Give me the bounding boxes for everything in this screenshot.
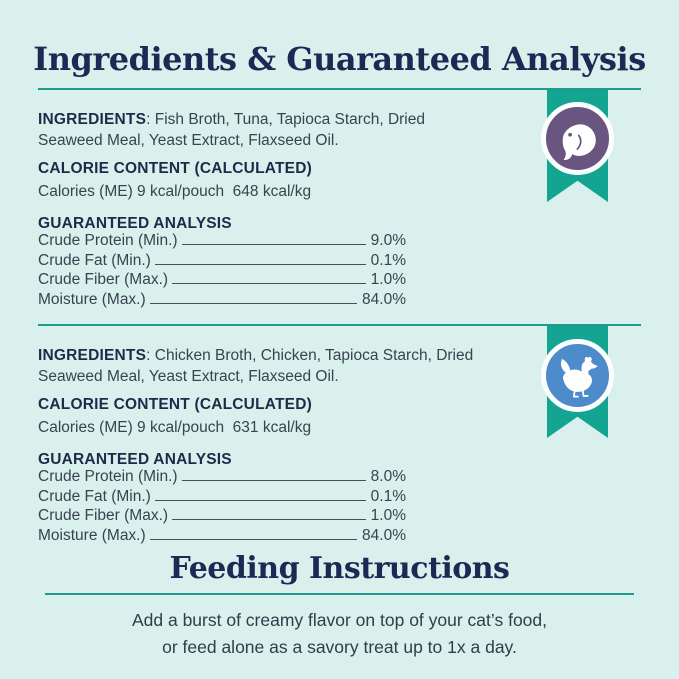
feeding-instructions-text: Add a burst of creamy flavor on top of y…	[0, 607, 679, 661]
calorie-content-heading: CALORIE CONTENT (CALCULATED)	[38, 160, 312, 177]
analysis-row-value: 1.0%	[370, 507, 406, 524]
analysis-row-value: 0.1%	[370, 251, 406, 269]
ingredients-label: INGREDIENTS	[38, 347, 147, 364]
analysis-row-label: Crude Fiber (Max.)	[38, 271, 169, 288]
analysis-row-value: 1.0%	[370, 271, 406, 288]
divider-bottom	[45, 593, 634, 595]
analysis-row: Moisture (Max.) 84.0%	[38, 527, 406, 547]
analysis-row: Crude Fat (Min.) 0.1%	[38, 488, 406, 508]
leader-line	[172, 283, 366, 284]
section-fish-recipe: INGREDIENTS: Fish Broth, Tuna, Tapioca S…	[38, 109, 490, 310]
feeding-line-2: or feed alone as a savory treat up to 1x…	[162, 637, 517, 657]
calorie-content-heading: CALORIE CONTENT (CALCULATED)	[38, 396, 312, 413]
hen-icon	[560, 356, 598, 398]
ingredients-label: INGREDIENTS	[38, 111, 147, 128]
analysis-row-label: Crude Protein (Min.)	[38, 232, 178, 249]
chicken-badge	[541, 339, 614, 412]
ingredients-paragraph: INGREDIENTS: Chicken Broth, Chicken, Tap…	[38, 345, 490, 387]
calorie-content-value: Calories (ME) 9 kcal/pouch 631 kcal/kg	[38, 419, 312, 436]
leader-line	[181, 480, 366, 481]
divider-top	[38, 88, 641, 90]
analysis-row: Crude Fiber (Max.) 1.0%	[38, 271, 406, 291]
ingredients-list: : Fish Broth, Tuna, Tapioca Starch, Drie…	[38, 111, 425, 149]
analysis-row-label: Crude Protein (Min.)	[38, 468, 178, 485]
analysis-row-label: Moisture (Max.)	[38, 290, 146, 308]
fish-badge	[541, 102, 614, 175]
analysis-row-value: 84.0%	[362, 526, 406, 544]
analysis-row: Crude Fat (Min.) 0.1%	[38, 252, 406, 272]
guaranteed-analysis-heading: GUARANTEED ANALYSIS	[38, 215, 232, 232]
analysis-row-value: 9.0%	[370, 232, 406, 249]
analysis-row: Moisture (Max.) 84.0%	[38, 291, 406, 311]
leader-line	[154, 499, 366, 501]
divider-middle	[38, 324, 641, 326]
analysis-row-label: Crude Fat (Min.)	[38, 487, 151, 505]
leader-line	[172, 519, 366, 520]
guaranteed-analysis-table: Crude Protein (Min.) 8.0% Crude Fat (Min…	[38, 468, 406, 546]
analysis-row: Crude Protein (Min.) 9.0%	[38, 232, 406, 252]
analysis-row: Crude Fiber (Max.) 1.0%	[38, 507, 406, 527]
analysis-row-value: 8.0%	[370, 468, 406, 485]
guaranteed-analysis-table: Crude Protein (Min.) 9.0% Crude Fat (Min…	[38, 232, 406, 310]
ingredients-paragraph: INGREDIENTS: Fish Broth, Tuna, Tapioca S…	[38, 109, 490, 151]
analysis-row-value: 0.1%	[370, 487, 406, 505]
analysis-row: Crude Protein (Min.) 8.0%	[38, 468, 406, 488]
feeding-instructions-title: Feeding Instructions	[169, 551, 510, 586]
analysis-row-label: Crude Fiber (Max.)	[38, 507, 169, 524]
leader-line	[149, 538, 358, 540]
leader-line	[181, 244, 366, 245]
analysis-row-value: 84.0%	[362, 290, 406, 308]
calorie-content-value: Calories (ME) 9 kcal/pouch 648 kcal/kg	[38, 183, 312, 200]
analysis-row-label: Crude Fat (Min.)	[38, 251, 151, 269]
guaranteed-analysis-heading: GUARANTEED ANALYSIS	[38, 451, 232, 468]
page-title: Ingredients & Guaranteed Analysis	[33, 40, 646, 78]
analysis-row-label: Moisture (Max.)	[38, 526, 146, 544]
leader-line	[149, 302, 358, 304]
fish-icon	[557, 123, 596, 160]
leader-line	[154, 263, 366, 265]
ingredients-list: : Chicken Broth, Chicken, Tapioca Starch…	[38, 347, 474, 385]
section-chicken-recipe: INGREDIENTS: Chicken Broth, Chicken, Tap…	[38, 345, 490, 546]
feeding-line-1: Add a burst of creamy flavor on top of y…	[131, 610, 548, 630]
